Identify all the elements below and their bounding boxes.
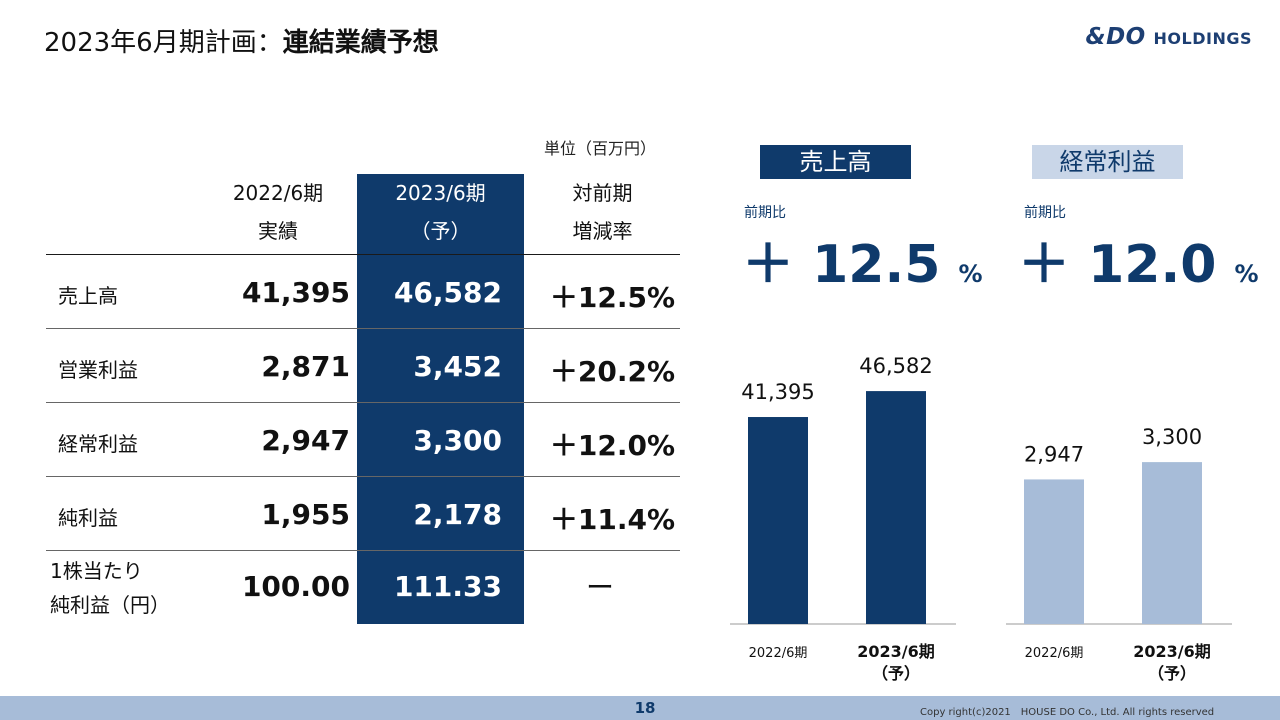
table-divider: [46, 254, 680, 255]
table-cell-plan: 46,582: [393, 276, 502, 309]
table-divider: [46, 402, 680, 403]
x-tick-label: 2022/6期: [1025, 646, 1084, 661]
column-header-prev: 2022/6期 実績: [218, 174, 338, 250]
column-header-prev-line1: 2022/6期: [232, 181, 324, 205]
page-title: 2023年6月期計画：連結業績予想: [44, 22, 439, 59]
column-header-plan-line2: （予）: [410, 219, 471, 243]
row-label-net-profit: 純利益: [58, 506, 118, 530]
x-tick-label: 2023/6期: [1133, 642, 1211, 661]
unit-label: 単位（百万円）: [544, 139, 657, 158]
ordinary-growth-value: ＋ 12.0: [1018, 235, 1217, 295]
column-header-plan-line1: 2023/6期: [395, 181, 486, 205]
prev-period-label: 前期比: [1024, 205, 1066, 221]
table-cell-prev: 2,947: [261, 424, 350, 457]
plan-column-highlight: [357, 174, 524, 624]
title-prefix: 2023年6月期計画：: [44, 28, 283, 58]
column-header-change: 対前期 増減率: [525, 174, 680, 250]
sales-growth-value: ＋ 12.5: [742, 235, 941, 295]
column-header-prev-line2: 実績: [258, 219, 298, 243]
table-cell-prev: 100.00: [241, 570, 350, 603]
table-cell-change: ＋12.5%: [549, 281, 675, 314]
company-logo: &DO HOLDINGS: [1086, 24, 1252, 50]
table-cell-prev: 41,395: [241, 276, 350, 309]
table-cell-plan: 111.33: [393, 570, 502, 603]
bar-value-label: 46,582: [859, 354, 932, 378]
bar: [748, 417, 808, 624]
row-label-operating-profit: 営業利益: [58, 358, 138, 382]
table-divider: [46, 476, 680, 477]
x-tick-label: 2023/6期: [857, 642, 935, 661]
table-cell-plan: 3,452: [413, 350, 502, 383]
bar-value-label: 3,300: [1142, 425, 1202, 449]
table-cell-plan: 2,178: [413, 498, 502, 531]
table-cell-change: ＋20.2%: [549, 355, 675, 388]
row-label-eps-line2: 純利益（円）: [50, 593, 170, 617]
bar: [1024, 479, 1084, 624]
bar-value-label: 41,395: [741, 380, 814, 404]
table-cell-prev: 1,955: [261, 498, 350, 531]
table-cell-change: ＋12.0%: [549, 429, 675, 462]
x-tick-label: 2022/6期: [749, 646, 808, 661]
page-number: 18: [634, 699, 656, 717]
chart-title-sales: 売上高: [760, 145, 911, 179]
table-cell-plan: 3,300: [413, 424, 502, 457]
bar: [866, 391, 926, 624]
column-header-change-line2: 増減率: [572, 219, 633, 243]
logo-main: &DO: [1085, 24, 1146, 50]
x-tick-label: （予）: [872, 664, 920, 683]
row-label-eps-line1: 1株当たり: [50, 559, 143, 583]
table-cell-change: ー: [585, 571, 614, 604]
row-label-ordinary-profit: 経常利益: [58, 432, 138, 456]
row-label-eps: 1株当たり 純利益（円）: [50, 554, 170, 622]
sales-bar-chart: 41,395 2022/6期 46,582 2023/6期 （予）: [730, 354, 956, 683]
ordinary-growth: ＋ 12.0 %: [1018, 222, 1259, 297]
x-tick-label: （予）: [1148, 664, 1196, 683]
ordinary-profit-bar-chart: 2,947 2022/6期 3,300 2023/6期 （予）: [1006, 425, 1232, 683]
table-cell-prev: 2,871: [261, 350, 350, 383]
title-main: 連結業績予想: [282, 28, 439, 58]
sales-growth-unit: %: [958, 260, 983, 288]
table-divider: [46, 328, 680, 329]
bar-value-label: 2,947: [1024, 442, 1084, 466]
column-header-change-line1: 対前期: [572, 181, 633, 205]
row-label-sales: 売上高: [58, 284, 118, 308]
bar: [1142, 462, 1202, 624]
copyright-text: Copy right(c)2021 HOUSE DO Co., Ltd. All…: [920, 707, 1215, 718]
logo-sub: HOLDINGS: [1153, 29, 1252, 48]
column-header-plan: 2023/6期 （予）: [357, 174, 524, 250]
prev-period-label: 前期比: [744, 205, 786, 221]
sales-growth: ＋ 12.5 %: [742, 222, 983, 297]
chart-title-ordinary: 経常利益: [1032, 145, 1183, 179]
table-divider: [46, 550, 680, 551]
table-cell-change: ＋11.4%: [549, 503, 675, 536]
footer-bar: [0, 696, 1280, 720]
ordinary-growth-unit: %: [1234, 260, 1259, 288]
